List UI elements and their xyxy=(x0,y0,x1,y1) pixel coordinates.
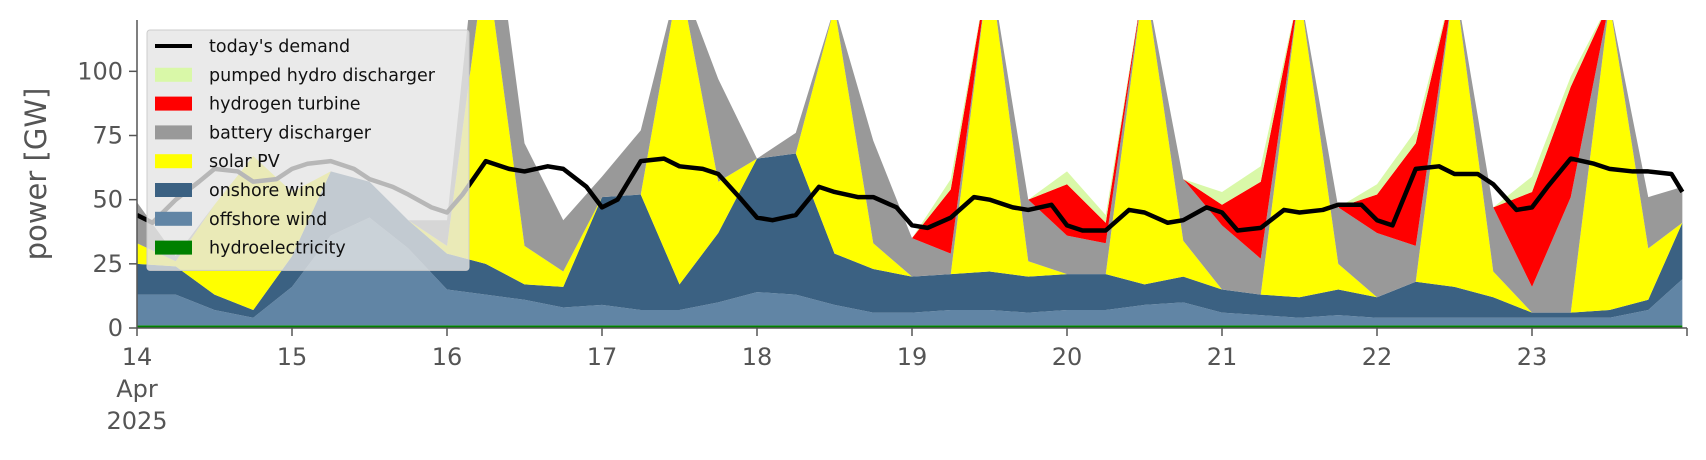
x-tick-label: 20 xyxy=(1052,343,1083,371)
y-tick-label: 100 xyxy=(77,57,123,85)
legend-label-hydrogen-turbine: hydrogen turbine xyxy=(209,95,361,115)
area-hydrogen-turbine xyxy=(137,20,1683,287)
legend-swatch-solar-pv xyxy=(155,154,192,169)
legend-label-today-s-demand: today's demand xyxy=(209,37,350,57)
legend-swatch-battery-discharger xyxy=(155,125,192,140)
legend-swatch-hydrogen-turbine xyxy=(155,96,192,111)
y-tick-label: 75 xyxy=(92,122,123,150)
area-onshore-wind xyxy=(137,153,1683,318)
x-tick-label: 19 xyxy=(897,343,928,371)
legend-label-solar-pv: solar PV xyxy=(209,152,280,172)
x-tick-label: 16 xyxy=(432,343,463,371)
x-tick-label: 15 xyxy=(277,343,308,371)
x-tick-sublabel: Apr xyxy=(116,375,158,403)
legend-label-hydroelectricity: hydroelectricity xyxy=(209,239,346,259)
legend-swatch-onshore-wind xyxy=(155,183,192,197)
legend-label-onshore-wind: onshore wind xyxy=(209,181,326,201)
legend-label-pumped-hydro-discharger: pumped hydro discharger xyxy=(209,66,436,86)
x-tick-label: 18 xyxy=(742,343,773,371)
x-tick-label: 21 xyxy=(1207,343,1238,371)
legend-swatch-pumped-hydro-discharger xyxy=(155,67,192,82)
x-tick-label: 17 xyxy=(587,343,618,371)
legend-swatch-hydroelectricity xyxy=(155,240,192,255)
x-tick-sublabel: 2025 xyxy=(106,407,167,435)
axes: 0 25 50 75 100 14 Apr 2025 15 16 17 18 19 20 21 22 23 xyxy=(77,20,1688,435)
x-tick-label: 22 xyxy=(1362,343,1393,371)
area-offshore-wind xyxy=(137,217,1683,326)
y-tick-label: 25 xyxy=(92,250,123,278)
legend-label-battery-discharger: battery discharger xyxy=(209,123,372,143)
legend-label-offshore-wind: offshore wind xyxy=(209,210,327,230)
y-tick-label: 50 xyxy=(92,186,123,214)
legend: today's demand pumped hydro discharger hyd… xyxy=(146,29,470,271)
x-tick-label: 23 xyxy=(1517,343,1548,371)
legend-box xyxy=(146,29,470,271)
y-axis-title: power [GW] xyxy=(19,88,53,261)
legend-swatch-offshore-wind xyxy=(155,211,192,226)
area-battery-discharger xyxy=(137,20,1683,313)
x-tick-label: 14 xyxy=(122,343,153,371)
area-solar-pv xyxy=(137,20,1683,313)
y-tick-label: 0 xyxy=(108,314,123,342)
